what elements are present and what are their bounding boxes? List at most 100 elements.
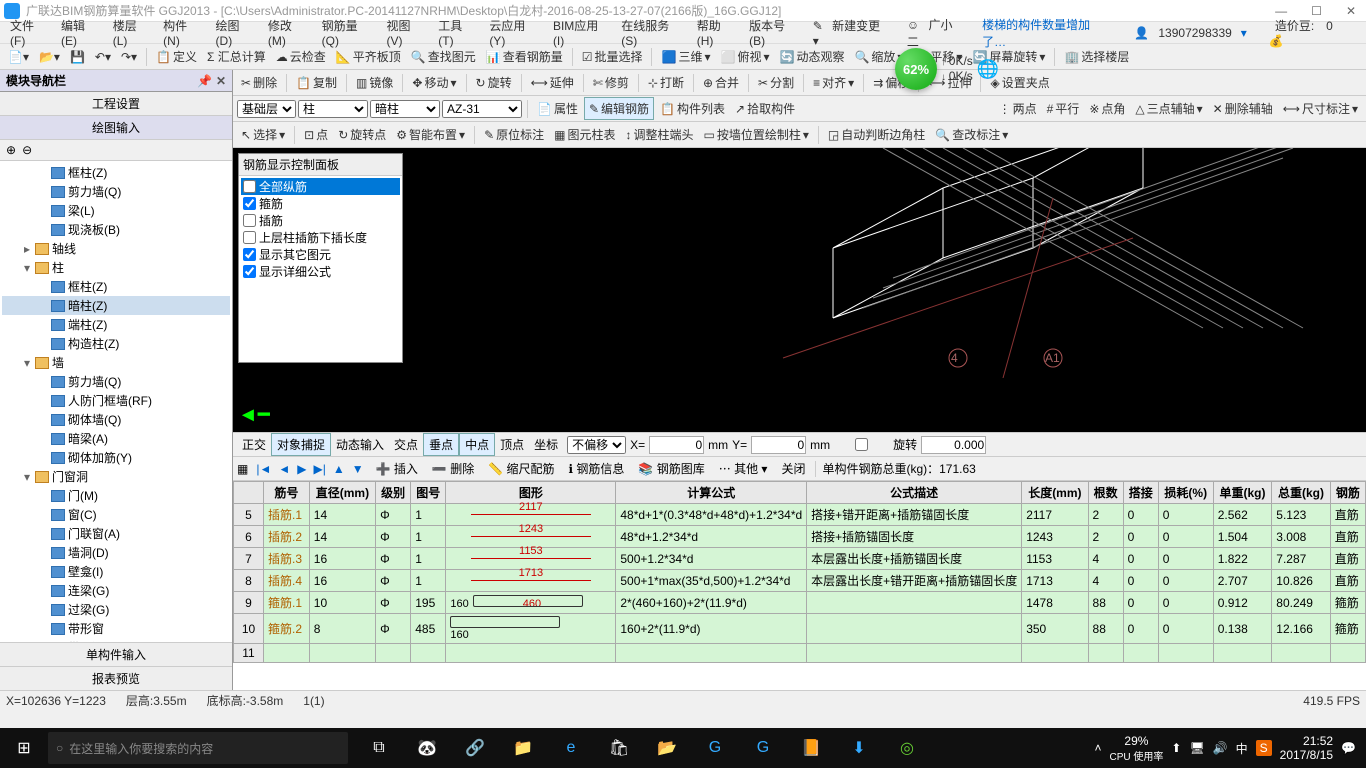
col-header[interactable]: 图号 <box>411 482 446 504</box>
scale-rebar-button[interactable]: 📏 缩尺配筋 <box>484 458 558 479</box>
col-header[interactable]: 直径(mm) <box>309 482 375 504</box>
col-header[interactable]: 钢筋 <box>1330 482 1365 504</box>
task-view-icon[interactable]: ⧉ <box>356 728 402 768</box>
snap-坐标[interactable]: 坐标 <box>529 434 563 455</box>
select-floor-button[interactable]: 🏢 选择楼层 <box>1060 46 1133 67</box>
tb-store-icon[interactable]: 🛍 <box>596 728 642 768</box>
table-row[interactable]: 8插筋.416Φ11713500+1*max(35*d,500)+1.2*34*… <box>234 570 1366 592</box>
search-box[interactable]: ○ 在这里输入你要搜索的内容 <box>48 732 348 764</box>
down-button[interactable]: ▼ <box>350 462 366 476</box>
clock[interactable]: 21:522017/8/15 <box>1280 734 1333 763</box>
tray-volume-icon[interactable]: 🔊 <box>1213 741 1228 755</box>
table-row[interactable]: 9箍筋.110Φ1951604602*(460+160)+2*(11.9*d)1… <box>234 592 1366 614</box>
first-button[interactable]: |◄ <box>254 462 273 476</box>
snap-中点[interactable]: 中点 <box>459 433 495 456</box>
menu-floor[interactable]: 楼层(L) <box>107 17 157 48</box>
y-input[interactable] <box>751 436 806 454</box>
batch-select-button[interactable]: ☑ 批量选择 <box>578 46 647 67</box>
tb-app-3[interactable]: 📁 <box>500 728 546 768</box>
rotate-input[interactable] <box>921 436 986 454</box>
pick-member-button[interactable]: ↗ 拾取构件 <box>731 98 799 119</box>
new-button[interactable]: 📄▾ <box>4 48 33 66</box>
snap-垂点[interactable]: 垂点 <box>423 433 459 456</box>
tray-icon-1[interactable]: ⬆ <box>1171 741 1181 755</box>
tree-node[interactable]: 带形窗 <box>2 619 230 638</box>
snap-动态输入[interactable]: 动态输入 <box>331 434 389 455</box>
display-option[interactable]: 插筋 <box>241 212 400 229</box>
offset-select[interactable]: 不偏移 <box>567 436 626 454</box>
panel-close-icon[interactable]: ✕ <box>216 74 226 88</box>
rotate-button[interactable]: ↻ 旋转 <box>472 72 516 93</box>
inplace-dim-button[interactable]: ✎ 原位标注 <box>480 124 548 145</box>
break-button[interactable]: ⊹ 打断 <box>644 72 688 93</box>
sum-button[interactable]: Σ 汇总计算 <box>203 46 270 67</box>
menu-rebar[interactable]: 钢筋量(Q) <box>316 17 381 48</box>
find-button[interactable]: 🔍 查找图元 <box>407 46 480 67</box>
menu-modify[interactable]: 修改(M) <box>262 17 316 48</box>
tray-icon-3[interactable]: S <box>1256 740 1272 756</box>
point-button[interactable]: ⊡ 点 <box>300 124 332 145</box>
col-header[interactable]: 长度(mm) <box>1022 482 1088 504</box>
rebar-table-wrap[interactable]: 筋号直径(mm)级别图号图形计算公式公式描述长度(mm)根数搭接损耗(%)单重(… <box>233 480 1366 690</box>
point-angle-button[interactable]: ※ 点角 <box>1085 98 1129 119</box>
tab-report[interactable]: 报表预览 <box>0 666 232 690</box>
panel-pin-icon[interactable]: 📌 <box>197 74 212 88</box>
tb-app-8[interactable]: ◎ <box>884 728 930 768</box>
tb-app-7[interactable]: ⬇ <box>836 728 882 768</box>
top-view-button[interactable]: ⬜ 俯视 ▾ <box>716 46 773 67</box>
check-dim-button[interactable]: 🔍 查改标注 ▾ <box>931 124 1012 145</box>
display-option[interactable]: 显示其它图元 <box>241 246 400 263</box>
col-header[interactable]: 级别 <box>376 482 411 504</box>
tree-node[interactable]: 砌体墙(Q) <box>2 410 230 429</box>
display-option[interactable]: 箍筋 <box>241 195 400 212</box>
prev-button[interactable]: ◄ <box>276 462 292 476</box>
tb-edge-icon[interactable]: e <box>548 728 594 768</box>
tree-node[interactable]: ▾墙 <box>2 353 230 372</box>
col-header[interactable]: 计算公式 <box>616 482 807 504</box>
menu-cloud[interactable]: 云应用(Y) <box>483 17 547 48</box>
rotate-point-button[interactable]: ↻ 旋转点 <box>334 124 390 145</box>
col-header[interactable]: 筋号 <box>264 482 310 504</box>
col-header[interactable]: 总重(kg) <box>1272 482 1331 504</box>
col-header[interactable]: 搭接 <box>1123 482 1158 504</box>
col-header[interactable]: 公式描述 <box>807 482 1022 504</box>
del-aux-button[interactable]: ✕ 删除辅轴 <box>1209 98 1277 119</box>
tab-draw-input[interactable]: 绘图输入 <box>0 116 232 140</box>
trim-button[interactable]: ✄ 修剪 <box>589 72 633 93</box>
tree-node[interactable]: 框柱(Z) <box>2 163 230 182</box>
cloud-check-button[interactable]: ☁ 云检查 <box>272 46 330 67</box>
menu-version[interactable]: 版本号(B) <box>743 17 807 48</box>
tree-node[interactable]: 门联窗(A) <box>2 524 230 543</box>
by-wall-button[interactable]: ▭ 按墙位置绘制柱 ▾ <box>700 124 813 145</box>
menu-draw[interactable]: 绘图(D) <box>210 17 262 48</box>
menu-help[interactable]: 帮助(H) <box>691 17 743 48</box>
next-button[interactable]: ▶ <box>295 462 308 476</box>
col-header[interactable] <box>234 482 264 504</box>
parallel-button[interactable]: # 平行 <box>1043 98 1084 119</box>
display-option[interactable]: 上层柱插筋下插长度 <box>241 229 400 246</box>
delete-button[interactable]: ✂ 删除 <box>237 72 281 93</box>
snap-正交[interactable]: 正交 <box>237 434 271 455</box>
tree-node[interactable]: 暗梁(A) <box>2 429 230 448</box>
insert-button[interactable]: ➕ 插入 <box>372 458 422 479</box>
orbit-button[interactable]: 🔄 动态观察 <box>775 46 848 67</box>
snap-对象捕捉[interactable]: 对象捕捉 <box>271 433 331 456</box>
open-button[interactable]: 📂▾ <box>35 48 64 66</box>
tree-node[interactable]: 门(M) <box>2 486 230 505</box>
rotate-check[interactable] <box>834 438 889 451</box>
close-rebar-button[interactable]: 关闭 <box>777 458 809 479</box>
display-option[interactable]: 显示详细公式 <box>241 263 400 280</box>
tab-single-input[interactable]: 单构件输入 <box>0 642 232 666</box>
select-button[interactable]: ↖ 选择 ▾ <box>237 124 289 145</box>
save-button[interactable]: 💾 <box>66 48 89 66</box>
collapse-icon[interactable]: ⊖ <box>22 143 32 157</box>
tree-node[interactable]: 连梁(G) <box>2 581 230 600</box>
code-select[interactable]: AZ-31 <box>442 100 522 118</box>
align-button[interactable]: ≡ 对齐 ▾ <box>809 72 858 93</box>
align-slab-button[interactable]: 📐 平齐板顶 <box>332 46 405 67</box>
user-account[interactable]: 👤 13907298339 ▾ <box>1128 26 1252 40</box>
globe-icon[interactable]: 🌐 <box>977 59 999 80</box>
tree-node[interactable]: ▾柱 <box>2 258 230 277</box>
3d-viewport[interactable]: 钢筋显示控制面板 全部纵筋 箍筋 插筋 上层柱插筋下插长度 显示其它图元 显示详… <box>233 148 1366 432</box>
tree-node[interactable]: 端柱(Z) <box>2 315 230 334</box>
